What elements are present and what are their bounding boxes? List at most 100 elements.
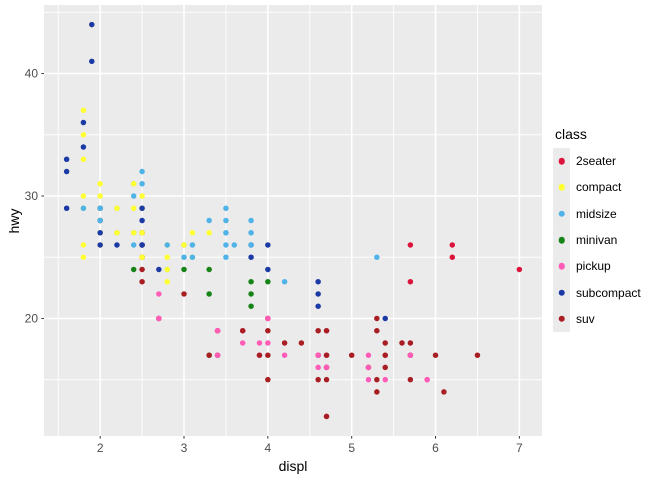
data-point	[256, 352, 263, 358]
data-point	[265, 376, 271, 383]
legend-key	[553, 174, 570, 201]
data-point	[315, 376, 321, 383]
legend-entry: midsize	[553, 200, 641, 227]
legend-entry: subcompact	[553, 279, 641, 306]
data-point	[97, 193, 103, 199]
data-point	[97, 242, 103, 248]
data-point	[399, 340, 405, 346]
legend-key	[553, 279, 570, 306]
data-point	[206, 229, 212, 236]
data-point	[323, 352, 330, 358]
data-point	[323, 364, 330, 371]
data-point	[80, 254, 87, 260]
x-tick-label: 4	[265, 441, 272, 455]
legend-key	[553, 253, 570, 280]
data-point	[97, 217, 103, 224]
data-point	[97, 229, 103, 236]
data-point	[223, 242, 229, 248]
data-point	[382, 352, 388, 358]
data-point	[239, 327, 246, 334]
data-point	[281, 352, 288, 358]
legend-key	[553, 305, 570, 333]
data-point	[265, 315, 271, 322]
data-point	[139, 217, 145, 224]
data-point	[374, 376, 380, 383]
legend-entry: minivan	[553, 226, 641, 254]
legend-label: compact	[576, 180, 622, 195]
data-point	[89, 21, 95, 28]
data-point	[365, 352, 372, 358]
legend-entry: pickup	[553, 253, 641, 280]
legend-label: suv	[576, 311, 595, 326]
data-point	[80, 132, 87, 138]
data-point	[223, 217, 229, 224]
data-point	[365, 376, 372, 383]
data-point	[382, 315, 388, 322]
x-tick-label: 6	[432, 441, 439, 455]
data-point	[223, 254, 229, 260]
legend-dot	[558, 315, 565, 323]
data-point	[130, 266, 137, 273]
data-point	[214, 327, 221, 334]
data-point	[164, 266, 170, 273]
data-point	[80, 156, 87, 163]
data-point	[139, 278, 145, 285]
data-point	[374, 389, 380, 395]
data-point	[407, 340, 414, 346]
legend-key	[553, 226, 570, 254]
data-point	[516, 266, 523, 273]
data-point	[248, 242, 254, 248]
data-point	[474, 352, 481, 358]
data-point	[365, 364, 372, 371]
legend-dot	[558, 236, 565, 244]
data-point	[265, 327, 271, 334]
data-point	[189, 242, 196, 248]
data-point	[189, 229, 196, 236]
data-point	[80, 242, 87, 248]
y-tick-label: 20	[25, 311, 39, 325]
data-point	[374, 327, 380, 334]
legend-entry: suv	[553, 305, 641, 333]
legend-label: 2seater	[576, 154, 617, 169]
data-point	[80, 144, 87, 150]
legend-entry: compact	[553, 174, 641, 201]
data-point	[348, 352, 355, 358]
data-point	[374, 315, 380, 322]
data-point	[315, 278, 321, 285]
data-point	[181, 254, 187, 260]
data-point	[97, 205, 103, 212]
data-point	[164, 278, 170, 285]
data-point	[256, 340, 263, 346]
data-point	[156, 315, 162, 322]
data-point	[189, 254, 196, 260]
data-point	[63, 168, 70, 175]
legend-dot	[558, 263, 565, 270]
data-point	[139, 193, 145, 199]
data-point	[139, 229, 145, 236]
data-point	[206, 291, 212, 297]
data-point	[281, 278, 288, 285]
data-point	[223, 229, 229, 236]
legend-label: midsize	[576, 206, 617, 221]
legend-key	[553, 200, 570, 227]
data-point	[248, 291, 254, 297]
legend-label: pickup	[576, 259, 611, 274]
data-point	[139, 205, 145, 212]
data-point	[248, 303, 254, 309]
data-point	[89, 58, 95, 65]
data-point	[164, 242, 170, 248]
data-point	[130, 181, 137, 187]
y-tick-label: 40	[25, 67, 39, 81]
legend-dot	[558, 289, 565, 296]
data-point	[265, 352, 271, 358]
data-point	[139, 168, 145, 175]
legend-entries: 2seater compact midsize minivan pickup subcom…	[553, 148, 641, 333]
legend-dot	[558, 184, 565, 191]
data-point	[130, 229, 137, 236]
x-axis-title: displ	[278, 458, 308, 474]
data-point	[315, 327, 321, 334]
data-point	[80, 107, 87, 114]
legend-title: class	[555, 126, 587, 142]
